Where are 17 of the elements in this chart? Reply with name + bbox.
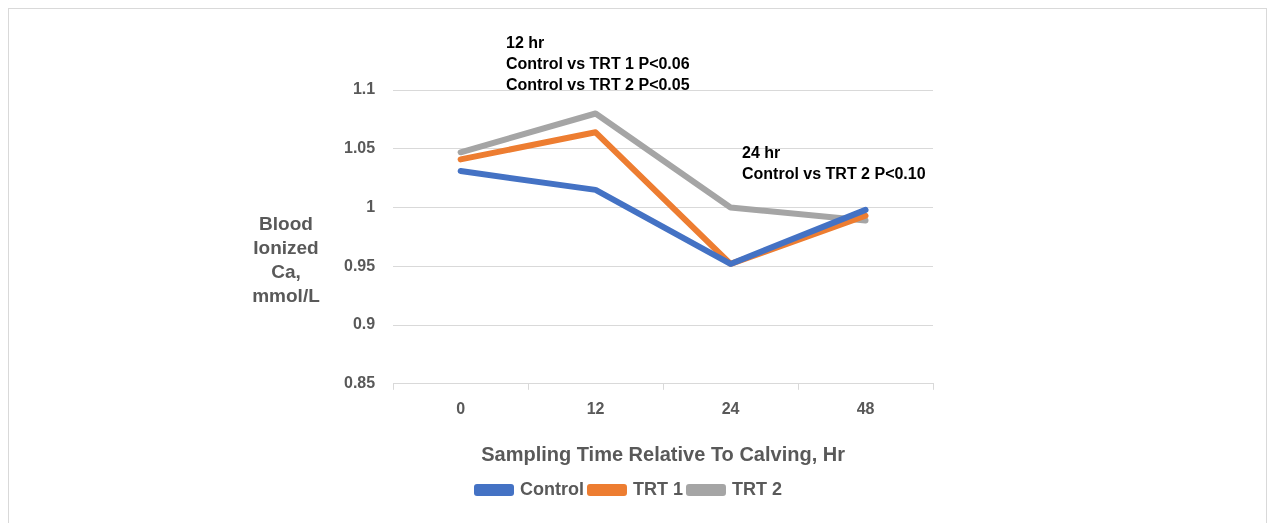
- legend-label: TRT 1: [632, 478, 684, 499]
- annotation: 24 hr Control vs TRT 2 P<0.10: [742, 143, 926, 184]
- x-tick-label: 48: [856, 399, 875, 417]
- x-tick-label: 12: [586, 399, 605, 417]
- x-tick-label: 24: [721, 399, 740, 417]
- annotation: 12 hr Control vs TRT 1 P<0.06 Control vs TRT 2 P<0.05: [506, 33, 690, 95]
- y-axis-title: Blood Ionized Ca, mmol/L: [251, 212, 321, 308]
- y-tick-label: 1.1: [352, 80, 376, 98]
- x-tick-label: 0: [456, 399, 466, 417]
- x-axis-title: Sampling Time Relative To Calving, Hr: [481, 442, 846, 465]
- y-tick-label: 0.9: [352, 315, 376, 333]
- legend-label: Control: [520, 478, 584, 499]
- y-tick-label: 1: [366, 197, 376, 215]
- y-tick-label: 0.85: [344, 374, 376, 392]
- y-tick-label: 1.05: [344, 139, 376, 157]
- legend-label: TRT 2: [731, 478, 783, 499]
- y-tick-label: 0.95: [344, 256, 376, 274]
